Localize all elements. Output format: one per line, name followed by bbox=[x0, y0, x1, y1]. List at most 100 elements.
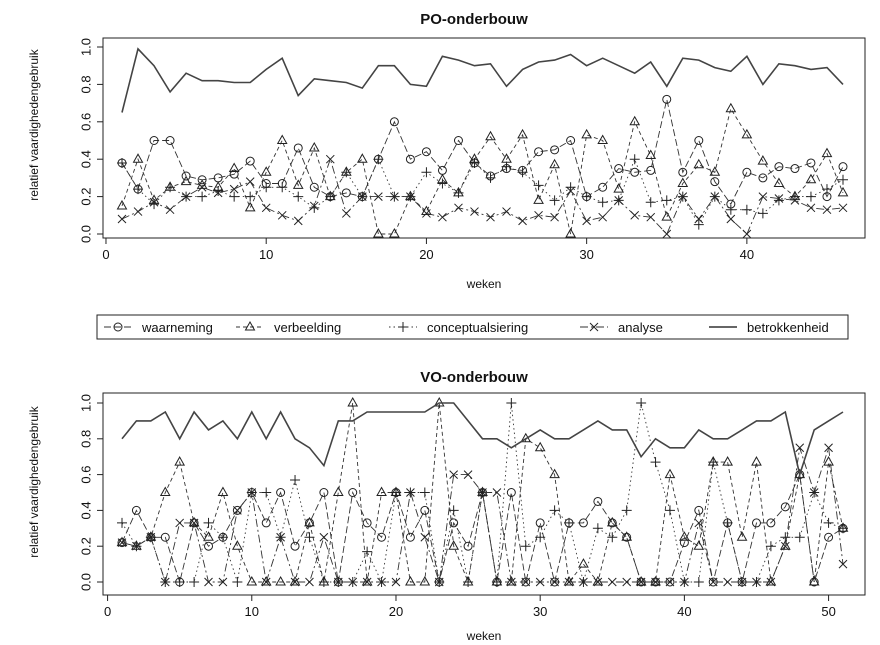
data-point-waarneming bbox=[276, 488, 286, 497]
x-tick-label: 10 bbox=[259, 247, 273, 262]
data-point-verbeelding bbox=[217, 486, 229, 496]
data-point-waarneming bbox=[679, 538, 689, 548]
data-point-analyse bbox=[780, 541, 790, 551]
data-point-analyse bbox=[646, 212, 656, 222]
data-point-waarneming bbox=[694, 136, 704, 145]
data-point-verbeelding bbox=[693, 158, 705, 169]
series-conceptualsiering bbox=[117, 398, 848, 587]
data-point-conceptualsiering bbox=[277, 182, 288, 193]
data-point-conceptualsiering bbox=[469, 157, 480, 168]
data-point-analyse bbox=[309, 201, 319, 211]
y-tick-label: 0.2 bbox=[79, 188, 94, 206]
data-point-waarneming bbox=[232, 505, 242, 515]
data-point-analyse bbox=[622, 577, 632, 587]
data-point-conceptualsiering bbox=[520, 541, 531, 552]
data-point-analyse bbox=[276, 532, 285, 542]
data-point-analyse bbox=[582, 216, 591, 226]
data-point-waarneming bbox=[377, 532, 387, 542]
series-line-betrokkenheid bbox=[121, 47, 844, 113]
data-point-conceptualsiering bbox=[664, 505, 675, 516]
data-point-conceptualsiering bbox=[437, 178, 448, 189]
data-point-analyse bbox=[277, 210, 287, 220]
data-point-verbeelding bbox=[485, 130, 496, 141]
data-point-waarneming bbox=[550, 145, 560, 155]
data-point-conceptualsiering bbox=[203, 517, 214, 528]
data-point-analyse bbox=[478, 488, 487, 497]
data-point-verbeelding bbox=[635, 575, 647, 586]
data-point-waarneming bbox=[149, 136, 159, 145]
data-point-analyse bbox=[518, 216, 527, 226]
data-point-analyse bbox=[492, 488, 502, 497]
data-point-waarneming bbox=[453, 136, 463, 145]
data-point-analyse bbox=[149, 197, 159, 207]
data-point-analyse bbox=[391, 577, 401, 587]
po-onderbouw-panel: PO-onderbouw 0.0 0.2 0.4 0.6 0.8 1.0 0 10 20 30 4… bbox=[27, 11, 866, 291]
data-point-conceptualsiering bbox=[421, 167, 432, 178]
data-point-analyse bbox=[726, 214, 736, 224]
data-point-conceptualsiering bbox=[293, 191, 304, 202]
data-point-analyse bbox=[247, 488, 257, 497]
data-point-conceptualsiering bbox=[245, 191, 256, 202]
data-point-conceptualsiering bbox=[463, 577, 474, 587]
data-point-analyse bbox=[737, 577, 747, 587]
data-point-conceptualsiering bbox=[217, 532, 228, 543]
data-point-waarneming bbox=[774, 162, 784, 172]
chart-title: VO-onderbouw bbox=[420, 369, 528, 386]
y-tick-label: 0.8 bbox=[79, 75, 94, 93]
legend-label: analyse bbox=[618, 320, 663, 335]
data-point-verbeelding bbox=[203, 531, 214, 541]
data-point-conceptualsiering bbox=[390, 487, 401, 498]
data-point-conceptualsiering bbox=[533, 180, 544, 191]
data-point-verbeelding bbox=[260, 575, 272, 586]
data-point-verbeelding bbox=[581, 128, 592, 139]
data-point-waarneming bbox=[181, 171, 191, 181]
data-point-analyse bbox=[566, 186, 575, 196]
data-point-verbeelding bbox=[180, 175, 192, 186]
data-point-analyse bbox=[406, 192, 415, 201]
data-point-verbeelding bbox=[592, 575, 604, 586]
data-point-analyse bbox=[806, 203, 816, 213]
plot-frame bbox=[102, 37, 866, 239]
x-tick-label: 10 bbox=[245, 604, 259, 619]
data-point-verbeelding bbox=[677, 177, 689, 188]
data-point-analyse bbox=[678, 192, 688, 201]
data-point-analyse bbox=[362, 577, 372, 587]
data-point-analyse bbox=[607, 577, 617, 587]
data-point-conceptualsiering bbox=[708, 457, 719, 468]
data-point-analyse bbox=[420, 532, 430, 542]
data-point-analyse bbox=[454, 203, 463, 213]
data-point-verbeelding bbox=[597, 134, 609, 144]
data-point-analyse bbox=[758, 192, 768, 201]
data-point-verbeelding bbox=[232, 540, 243, 550]
data-point-analyse bbox=[133, 207, 143, 216]
data-point-analyse bbox=[377, 577, 386, 587]
data-point-analyse bbox=[341, 209, 351, 218]
data-point-conceptualsiering bbox=[838, 523, 848, 534]
data-point-verbeelding bbox=[361, 575, 373, 586]
data-point-conceptualsiering bbox=[117, 157, 127, 168]
data-point-analyse bbox=[790, 195, 800, 205]
data-point-conceptualsiering bbox=[453, 187, 464, 198]
data-point-analyse bbox=[502, 207, 511, 216]
data-point-waarneming bbox=[437, 165, 447, 175]
data-point-verbeelding bbox=[332, 486, 344, 496]
data-point-analyse bbox=[117, 538, 127, 547]
data-point-conceptualsiering bbox=[213, 185, 224, 196]
data-point-analyse bbox=[189, 518, 199, 528]
legend-marker-waarneming bbox=[113, 322, 123, 332]
data-point-conceptualsiering bbox=[780, 532, 791, 543]
vo-onderbouw-panel: VO-onderbouw 0.0 0.2 0.4 0.6 0.8 1.0 0 10 20 30 4… bbox=[27, 369, 866, 643]
data-point-analyse bbox=[348, 577, 358, 587]
data-point-analyse bbox=[160, 577, 170, 587]
data-point-analyse bbox=[742, 229, 752, 239]
legend-item-waarneming: waarneming bbox=[104, 320, 213, 335]
data-point-verbeelding bbox=[751, 456, 762, 466]
data-point-conceptualsiering bbox=[485, 172, 496, 183]
data-point-analyse bbox=[564, 577, 574, 587]
data-point-verbeelding bbox=[613, 183, 625, 193]
data-point-analyse bbox=[708, 577, 718, 587]
data-point-waarneming bbox=[160, 532, 170, 542]
data-point-waarneming bbox=[534, 147, 544, 157]
data-point-conceptualsiering bbox=[629, 154, 640, 165]
data-point-verbeelding bbox=[228, 162, 240, 173]
